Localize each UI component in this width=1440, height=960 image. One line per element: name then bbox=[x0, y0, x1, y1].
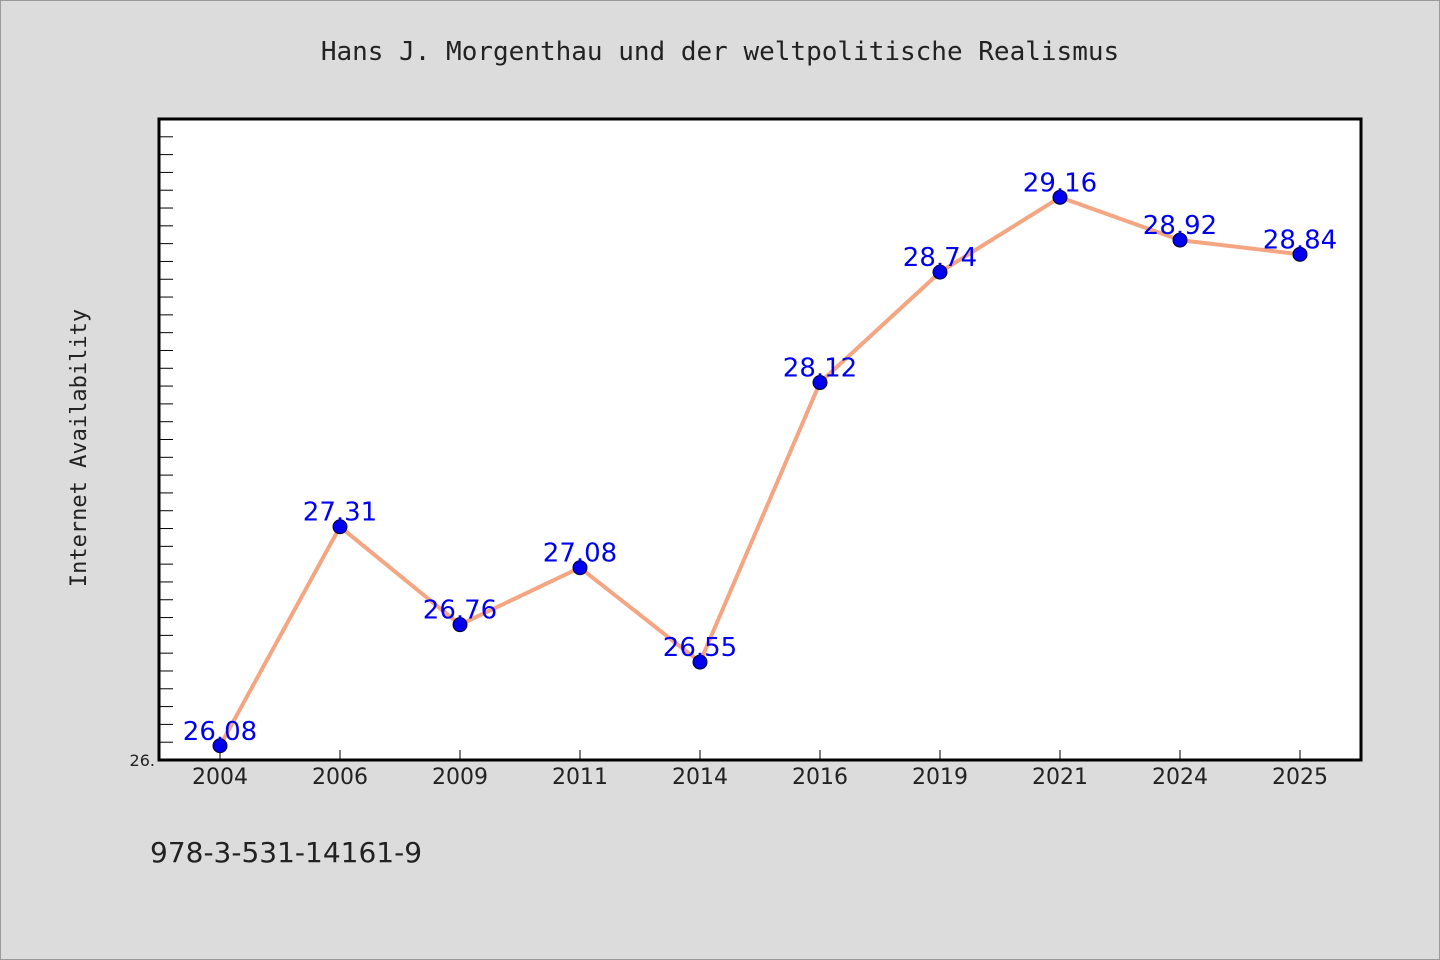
data-point bbox=[572, 560, 588, 576]
data-point bbox=[1292, 246, 1308, 262]
value-labels: 26.08 27.31 26.76 27.08 26.55 28.12 28.74 29.16… bbox=[183, 168, 1337, 746]
chart-title: Hans J. Morgenthau und der weltpolitisch… bbox=[321, 37, 1119, 67]
x-tick-label: 2025 bbox=[1272, 765, 1328, 790]
data-point bbox=[1052, 189, 1068, 205]
plot-area bbox=[157, 117, 1363, 762]
y-axis-min-label: 26. bbox=[130, 751, 155, 770]
data-value-label: 28.92 bbox=[1143, 211, 1217, 241]
x-axis-ticks: 2004 2006 2009 2011 2014 2016 2019 2021 2024 2025 bbox=[192, 750, 1328, 790]
x-tick-label: 2016 bbox=[792, 765, 848, 790]
y-axis-ticks bbox=[159, 118, 173, 761]
x-tick-label: 2019 bbox=[912, 765, 968, 790]
x-tick-label: 2011 bbox=[552, 765, 608, 790]
data-point bbox=[332, 519, 348, 535]
x-tick-label: 2014 bbox=[672, 765, 728, 790]
series-line bbox=[218, 195, 1301, 747]
data-value-label: 29.16 bbox=[1023, 168, 1097, 198]
x-tick-label: 2024 bbox=[1152, 765, 1208, 790]
data-point bbox=[692, 654, 708, 670]
data-value-label: 27.08 bbox=[543, 539, 617, 569]
data-value-label: 26.08 bbox=[183, 717, 257, 747]
data-value-label: 28.74 bbox=[903, 243, 977, 273]
y-axis-label: Internet Availability bbox=[67, 309, 92, 587]
series-markers bbox=[212, 189, 1308, 754]
x-tick-label: 2004 bbox=[192, 765, 248, 790]
data-value-label: 28.84 bbox=[1263, 225, 1337, 255]
x-tick-label: 2021 bbox=[1032, 765, 1088, 790]
data-value-label: 28.12 bbox=[783, 354, 857, 384]
data-value-label: 26.76 bbox=[423, 596, 497, 626]
x-tick-label: 2009 bbox=[432, 765, 488, 790]
data-point bbox=[1172, 232, 1188, 248]
data-value-label: 27.31 bbox=[303, 498, 377, 528]
x-tick-label: 2006 bbox=[312, 765, 368, 790]
isbn-text: 978-3-531-14161-9 bbox=[150, 836, 422, 869]
data-point bbox=[932, 264, 948, 280]
data-point bbox=[452, 617, 468, 633]
data-point bbox=[212, 738, 228, 754]
data-point bbox=[812, 375, 828, 391]
data-value-label: 26.55 bbox=[663, 633, 737, 663]
